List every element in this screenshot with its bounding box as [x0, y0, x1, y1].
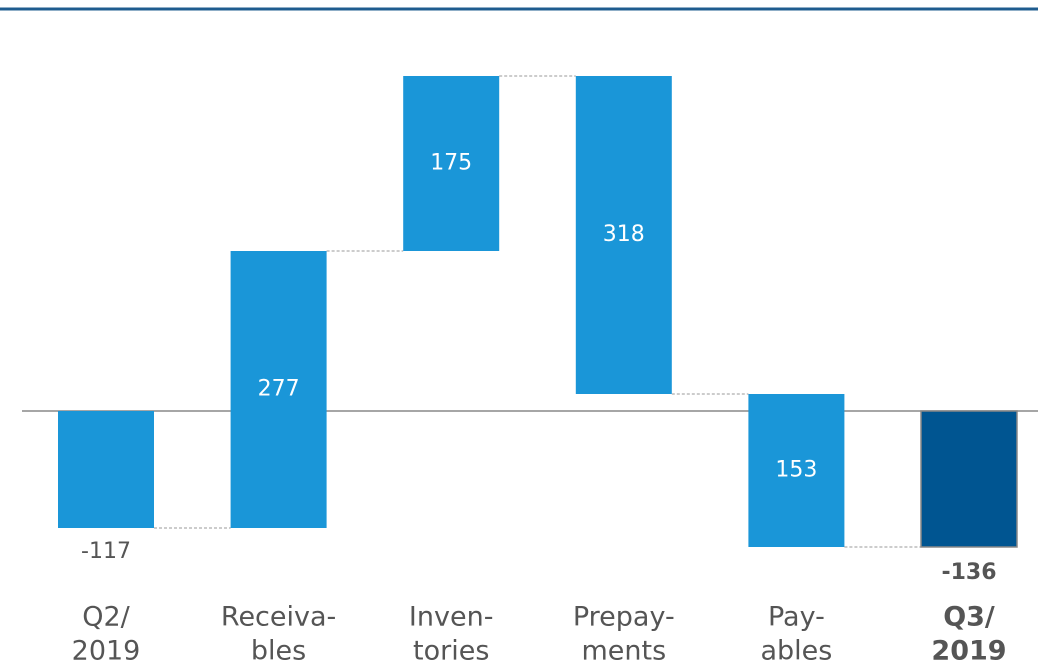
x-tick-label: tories [413, 636, 489, 667]
x-tick-label: Pay- [768, 602, 825, 633]
x-tick-label: ments [581, 636, 666, 667]
value-label: 175 [430, 151, 472, 176]
value-label: -136 [941, 560, 996, 585]
x-tick-label: Q3/ [943, 602, 995, 633]
x-tick-label: 2019 [931, 636, 1006, 667]
x-tick-label: 2019 [72, 636, 141, 667]
x-tick-label: Inven- [409, 602, 494, 633]
x-tick-label: Receiva- [221, 602, 336, 633]
bar [575, 76, 672, 394]
value-label: 318 [603, 222, 645, 247]
bar [403, 76, 500, 251]
x-tick-label: Prepay- [573, 602, 675, 633]
bar [748, 394, 845, 547]
x-tick-label: Q2/ [82, 602, 130, 633]
bar [230, 251, 327, 528]
value-label: -117 [81, 539, 131, 564]
value-label: 277 [258, 377, 300, 402]
x-tick-label: ables [760, 636, 832, 667]
value-label: 153 [775, 458, 817, 483]
bar [920, 410, 1018, 548]
bar [58, 411, 154, 528]
x-tick-label: bles [251, 636, 306, 667]
